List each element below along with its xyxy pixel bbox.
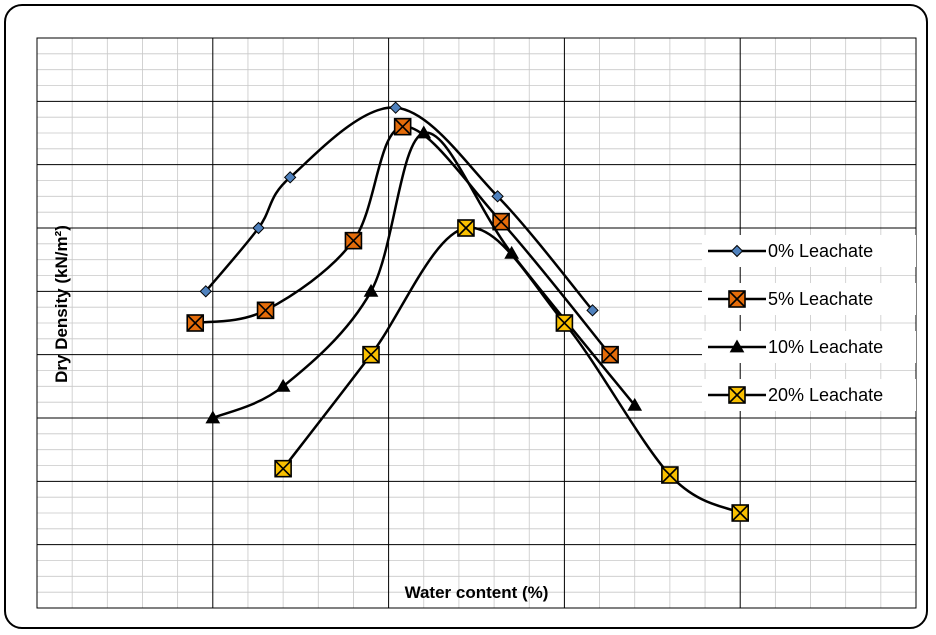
x-square-marker bbox=[256, 301, 275, 320]
chart-frame bbox=[4, 4, 928, 629]
legend-label: 0% Leachate bbox=[768, 241, 873, 261]
diamond-marker bbox=[199, 285, 212, 298]
marker-cross-line bbox=[344, 232, 363, 250]
x-axis-label: Water content (%) bbox=[405, 583, 549, 602]
marker-cross-line bbox=[394, 118, 412, 136]
x-square-marker bbox=[186, 314, 205, 332]
x-square-marker bbox=[393, 117, 412, 136]
marker-cross-line bbox=[601, 346, 619, 364]
series-0 bbox=[199, 101, 599, 317]
marker-cross-line bbox=[492, 213, 510, 231]
legend: 0% Leachate 5% Leachate 10% Leachate 20% Le… bbox=[702, 235, 916, 411]
legend-label: 5% Leachate bbox=[768, 289, 873, 309]
legend-entry-0: 0% Leachate bbox=[702, 235, 916, 267]
marker-cross-line bbox=[457, 219, 475, 237]
x-square-marker bbox=[601, 345, 619, 364]
legend-entry-1: 5% Leachate bbox=[702, 283, 916, 315]
marker-cross-line bbox=[728, 290, 746, 308]
diamond-marker bbox=[283, 171, 297, 184]
x-square-marker bbox=[457, 219, 475, 237]
marker-cross-line bbox=[256, 301, 275, 319]
legend-entry-2: 10% Leachate bbox=[702, 331, 916, 363]
triangle-marker bbox=[729, 339, 745, 353]
plot-area bbox=[36, 37, 917, 609]
marker-cross-line bbox=[661, 466, 679, 484]
triangle-marker bbox=[205, 410, 221, 424]
marker-cross-line bbox=[186, 314, 204, 332]
marker-cross-line bbox=[731, 504, 749, 522]
legend-label: 10% Leachate bbox=[768, 337, 883, 357]
x-square-marker bbox=[274, 459, 292, 478]
diamond-marker bbox=[491, 190, 504, 203]
diamond-marker bbox=[389, 101, 402, 114]
series-3 bbox=[274, 219, 750, 522]
series-1 bbox=[186, 117, 619, 364]
x-square-marker bbox=[344, 231, 363, 250]
triangle-marker bbox=[275, 378, 291, 392]
series-layer bbox=[186, 101, 750, 522]
diamond-marker bbox=[586, 304, 599, 317]
marker-cross-line bbox=[362, 346, 380, 364]
marker-cross-line bbox=[728, 386, 746, 404]
x-square-marker bbox=[728, 290, 746, 308]
marker-cross-line bbox=[274, 460, 292, 478]
minor-grid bbox=[37, 38, 916, 608]
series-line bbox=[194, 125, 612, 356]
triangle-marker bbox=[363, 283, 379, 297]
legend-label: 20% Leachate bbox=[768, 385, 883, 405]
series-line bbox=[204, 106, 594, 312]
diamond-marker bbox=[252, 221, 265, 235]
legend-entry-3: 20% Leachate bbox=[702, 379, 916, 411]
x-square-marker bbox=[661, 466, 679, 484]
triangle-marker bbox=[416, 125, 432, 139]
diamond-marker bbox=[730, 244, 744, 258]
marker-cross-line bbox=[555, 314, 573, 332]
x-square-marker bbox=[728, 386, 746, 404]
x-square-marker bbox=[362, 345, 380, 364]
x-square-marker bbox=[555, 314, 574, 332]
triangle-marker bbox=[627, 397, 643, 411]
x-square-marker bbox=[731, 504, 750, 522]
x-square-marker bbox=[492, 212, 510, 231]
y-axis-label: Dry Density (kN/m²) bbox=[52, 225, 71, 383]
